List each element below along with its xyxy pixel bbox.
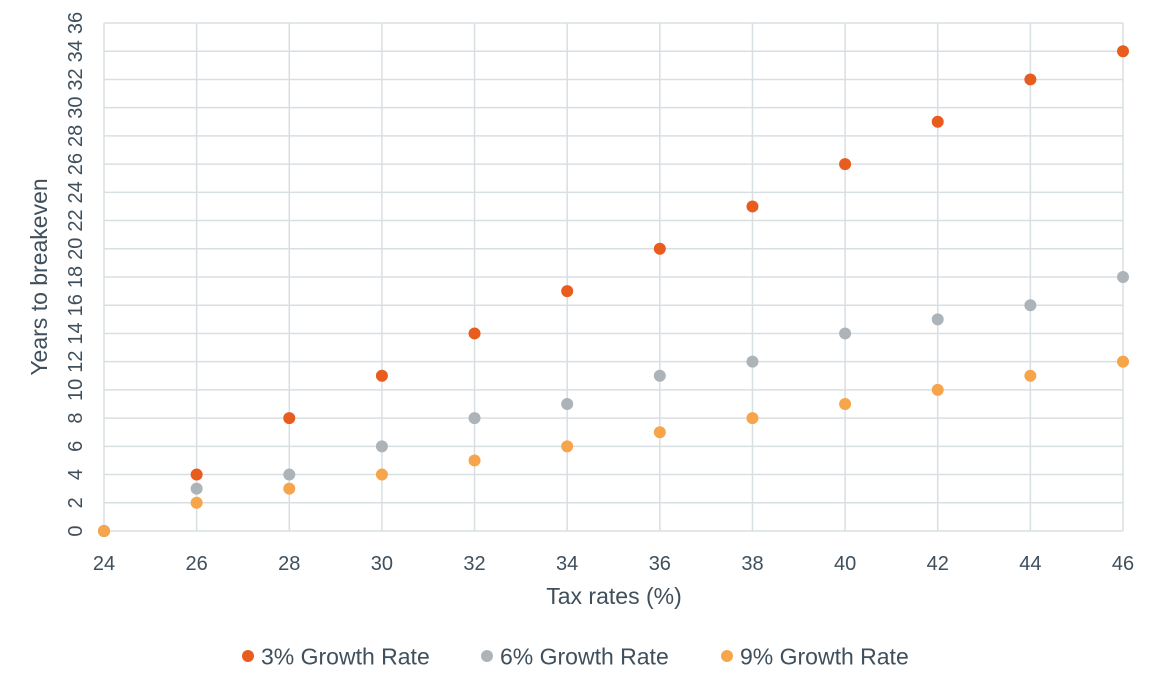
gridlines [103, 22, 1124, 532]
data-point [839, 158, 852, 171]
y-tick-label: 16 [65, 294, 87, 316]
data-point [653, 369, 666, 382]
y-tick-label: 2 [65, 497, 87, 508]
data-point [1117, 355, 1129, 368]
y-tick-label: 12 [65, 351, 87, 373]
y-tick-label: 30 [65, 97, 87, 119]
x-axis-ticks: 24 26 28 30 32 34 36 38 40 42 44 46 [93, 553, 1134, 575]
y-tick-label: 24 [65, 181, 87, 203]
y-tick-label: 14 [65, 322, 87, 344]
y-tick-label: 0 [65, 525, 87, 536]
legend-item: 6% Growth Rate [481, 643, 669, 669]
data-point [468, 327, 481, 340]
legend-marker [242, 650, 254, 662]
y-tick-label: 20 [65, 238, 87, 260]
data-point [746, 412, 759, 425]
data-point [561, 285, 574, 298]
y-tick-label: 8 [65, 413, 87, 424]
y-tick-label: 36 [65, 12, 87, 34]
x-tick-label: 46 [1112, 553, 1134, 575]
data-point [98, 525, 110, 537]
data-point [190, 496, 203, 509]
x-tick-label: 24 [93, 553, 115, 575]
data-point [283, 482, 296, 495]
data-point [468, 454, 481, 467]
data-point [561, 398, 574, 410]
legend-label: 6% Growth Rate [500, 643, 669, 669]
data-point [375, 369, 388, 382]
data-point [283, 412, 296, 425]
x-tick-label: 34 [556, 553, 578, 575]
data-point [653, 242, 666, 255]
data-point [746, 200, 759, 213]
data-point [190, 482, 203, 495]
x-tick-label: 30 [371, 553, 393, 575]
y-tick-label: 10 [65, 379, 87, 401]
x-tick-label: 40 [834, 553, 856, 575]
data-point [375, 440, 388, 453]
y-tick-label: 18 [65, 266, 87, 288]
y-tick-label: 28 [65, 125, 87, 147]
y-tick-label: 32 [65, 68, 87, 90]
x-axis-title: Tax rates (%) [546, 583, 681, 609]
legend-item: 3% Growth Rate [242, 643, 430, 669]
x-tick-label: 36 [649, 553, 671, 575]
data-points [98, 45, 1129, 537]
y-tick-label: 26 [65, 153, 87, 175]
x-tick-label: 42 [927, 553, 949, 575]
data-point [746, 355, 759, 368]
data-point [1024, 73, 1037, 86]
legend: 3% Growth Rate 6% Growth Rate 9% Growth Ra… [242, 643, 909, 669]
x-tick-label: 26 [186, 553, 208, 575]
data-point [931, 115, 944, 128]
data-point [931, 313, 944, 326]
series-3 [98, 355, 1129, 537]
data-point [190, 468, 203, 481]
legend-marker [721, 650, 733, 662]
y-axis-title: Years to breakeven [26, 178, 52, 375]
legend-marker [481, 650, 493, 662]
data-point [1024, 299, 1037, 312]
data-point [839, 327, 852, 340]
data-point [1117, 45, 1129, 58]
legend-label: 3% Growth Rate [261, 643, 430, 669]
legend-item: 9% Growth Rate [721, 643, 909, 669]
y-tick-label: 6 [65, 441, 87, 452]
y-tick-label: 34 [65, 40, 87, 62]
data-point [839, 398, 852, 410]
x-tick-label: 44 [1019, 553, 1041, 575]
x-tick-label: 32 [463, 553, 485, 575]
data-point [653, 426, 666, 439]
data-point [468, 412, 481, 425]
legend-label: 9% Growth Rate [740, 643, 909, 669]
data-point [561, 440, 574, 453]
x-tick-label: 38 [741, 553, 763, 575]
series-1 [98, 45, 1129, 537]
data-point [375, 468, 388, 481]
data-point [1117, 271, 1129, 283]
data-point [931, 383, 944, 396]
data-point [283, 468, 296, 481]
y-tick-label: 22 [65, 209, 87, 231]
y-tick-label: 4 [65, 469, 87, 480]
series-2 [98, 271, 1129, 537]
x-tick-label: 28 [278, 553, 300, 575]
data-point [1024, 369, 1037, 382]
